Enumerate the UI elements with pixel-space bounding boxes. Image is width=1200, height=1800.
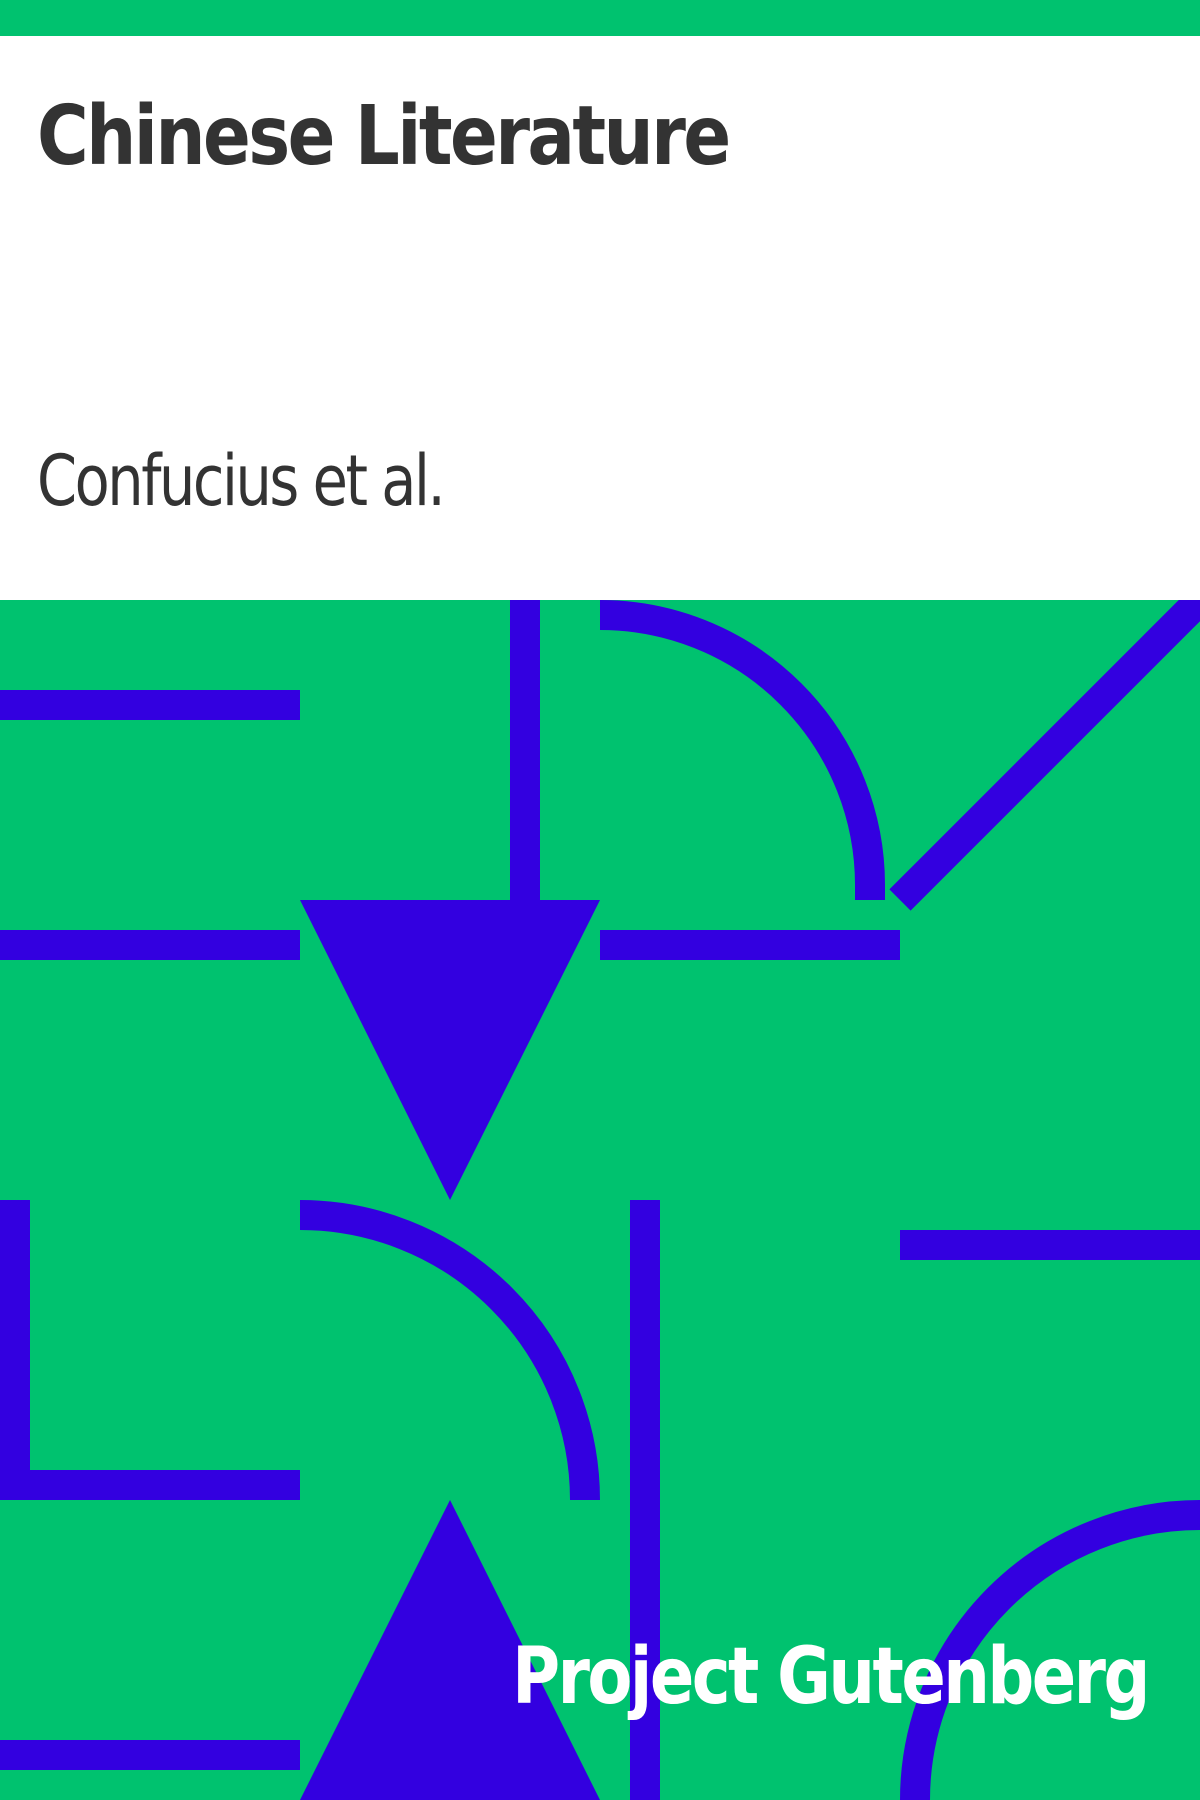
pattern-arc <box>900 1500 1200 1800</box>
publisher-name: Project Gutenberg <box>512 1632 1150 1722</box>
pattern-triangle-up <box>300 1500 600 1800</box>
pattern-arc <box>299 1200 600 1501</box>
pattern-arc <box>599 600 885 900</box>
title-panel: Chinese Literature Confucius et al. <box>0 36 1200 600</box>
pattern-corner <box>0 1200 300 1500</box>
book-author: Confucius et al. <box>37 440 446 522</box>
pattern-triangle-down <box>300 900 600 1200</box>
book-title: Chinese Literature <box>37 89 731 184</box>
pattern-diagonal <box>889 579 1200 911</box>
top-band <box>0 0 1200 36</box>
